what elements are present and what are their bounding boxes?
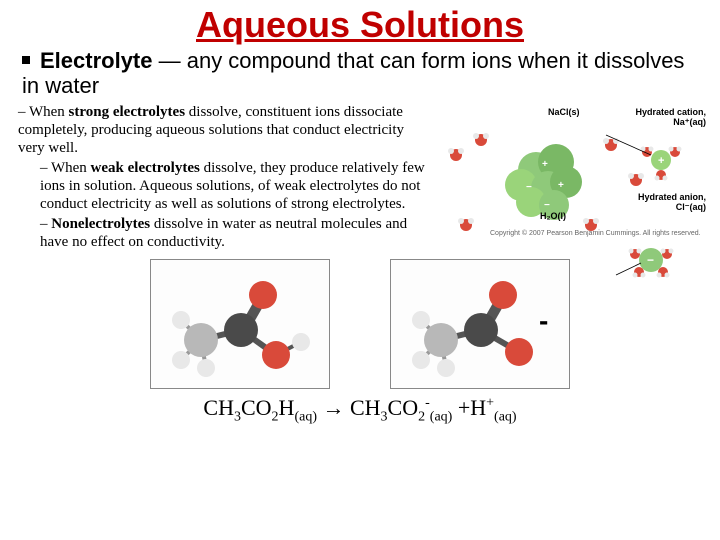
term-strong: strong electrolytes [69, 104, 186, 120]
equation: CH3CO2H(aq) → CH3CO2-(aq) +H+(aq) [0, 395, 720, 425]
page-title: Aqueous Solutions [0, 0, 720, 46]
label-nacl: NaCl(s) [548, 107, 580, 117]
eq-plus-h: +H [452, 395, 486, 420]
text-column: – When strong electrolytes dissolve, con… [0, 103, 430, 253]
svg-text:−: − [647, 253, 654, 267]
eq-rhs-ch: CH [350, 395, 381, 420]
label-h2o: H₂O(l) [540, 211, 566, 221]
main-bullet: Electrolyte — any compound that can form… [0, 46, 720, 99]
svg-text:+: + [542, 159, 548, 170]
diagram-copyright: Copyright © 2007 Pearson Benjamin Cummin… [490, 230, 701, 237]
label-anion-l2: Cl⁻(aq) [676, 202, 706, 212]
dissolution-diagram: + − + − + [430, 103, 712, 253]
eq-lhs-aq: (aq) [294, 409, 317, 424]
eq-lhs-co: CO [241, 395, 272, 420]
eq-h-plus: + [486, 395, 494, 410]
content-row: – When strong electrolytes dissolve, con… [0, 103, 720, 253]
svg-text:−: − [544, 200, 550, 211]
eq-h-aq: (aq) [494, 409, 517, 424]
label-cation-l2: Na⁺(aq) [673, 117, 706, 127]
eq-rhs-3: 3 [381, 409, 388, 424]
svg-text:−: − [526, 182, 532, 193]
eq-rhs-aq: (aq) [430, 409, 453, 424]
svg-text:+: + [558, 180, 564, 191]
eq-arrow: → [317, 395, 350, 420]
eq-lhs-2: 2 [272, 409, 279, 424]
eq-rhs-2: 2 [418, 409, 425, 424]
eq-rhs-co: CO [388, 395, 419, 420]
label-cation: Hydrated cation, Na⁺(aq) [635, 107, 706, 128]
term-electrolyte: Electrolyte [40, 48, 153, 73]
eq-lhs-3: 3 [234, 409, 241, 424]
label-cation-l1: Hydrated cation, [635, 107, 706, 117]
term-weak: weak electrolytes [91, 160, 200, 176]
eq-lhs-ch: CH [203, 395, 234, 420]
acetic-acid-svg [151, 260, 331, 390]
molecule-acetate-ion: - [390, 259, 570, 389]
eq-lhs-h: H [279, 395, 295, 420]
p3-prefix: – [40, 216, 51, 232]
svg-text:-: - [539, 305, 548, 336]
p1-prefix: – When [18, 104, 69, 120]
para-weak: – When weak electrolytes dissolve, they … [18, 159, 430, 213]
svg-text:+: + [658, 155, 664, 167]
label-anion-l1: Hydrated anion, [638, 192, 706, 202]
term-non: Nonelectrolytes [51, 216, 150, 232]
acetate-svg: - [391, 260, 571, 390]
molecule-acetic-acid [150, 259, 330, 389]
para-strong: – When strong electrolytes dissolve, con… [18, 103, 430, 157]
label-anion: Hydrated anion, Cl⁻(aq) [638, 192, 706, 213]
bullet-icon [22, 56, 30, 64]
p2-prefix: – When [40, 160, 91, 176]
para-non: – Nonelectrolytes dissolve in water as n… [18, 215, 430, 251]
